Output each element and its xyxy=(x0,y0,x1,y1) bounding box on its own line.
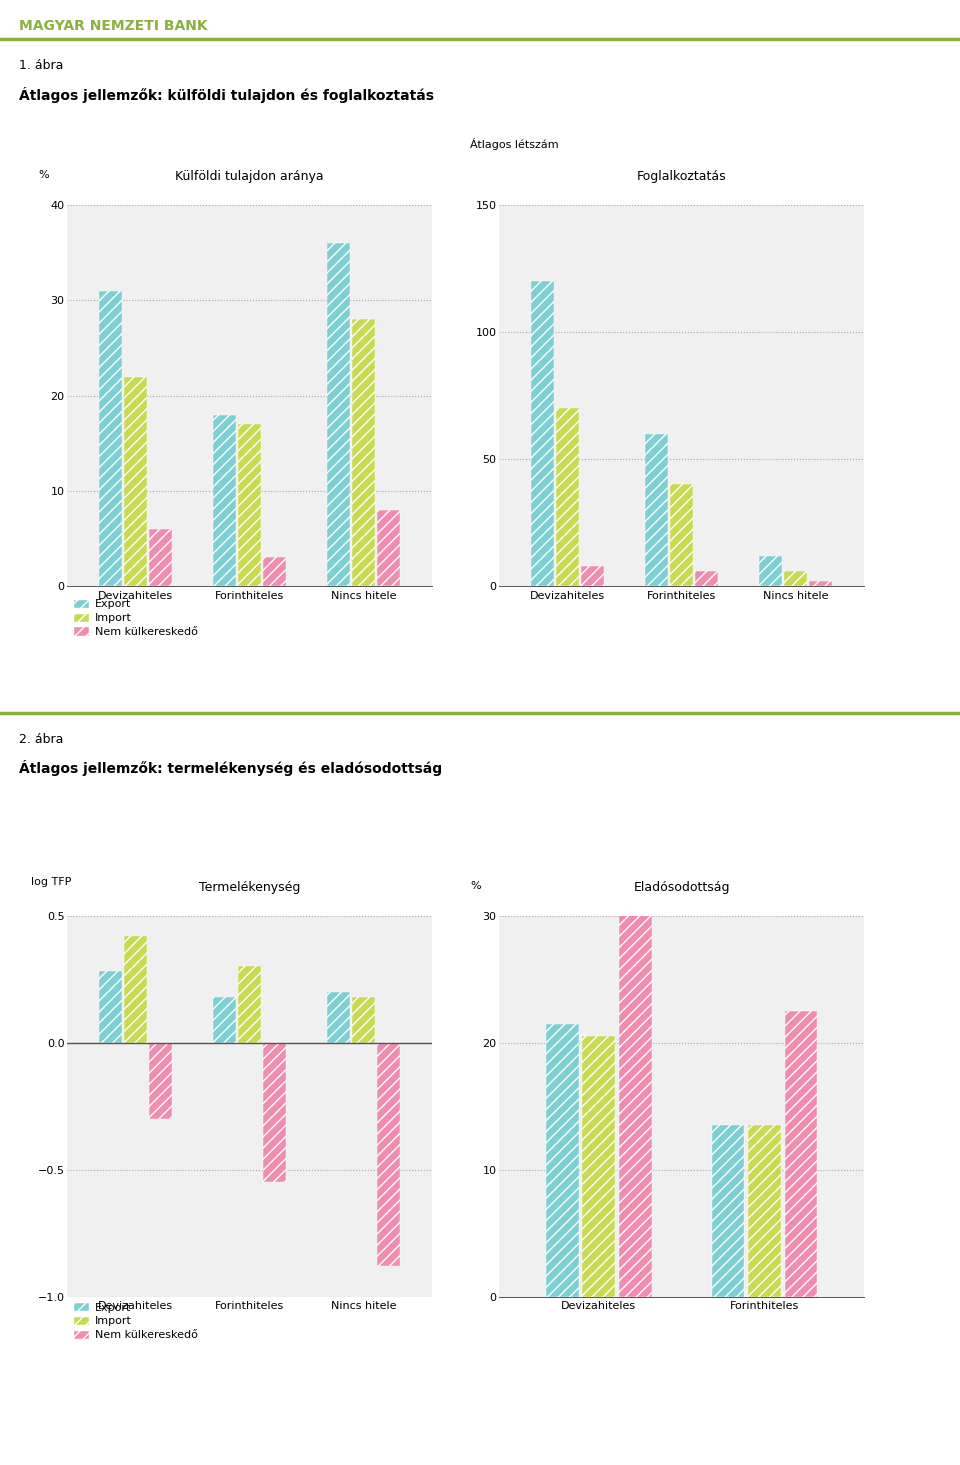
Bar xyxy=(748,1125,780,1297)
Bar xyxy=(213,996,236,1043)
Bar xyxy=(352,319,375,586)
Text: Átlagos létszám: Átlagos létszám xyxy=(470,138,559,149)
Bar xyxy=(556,409,579,586)
Text: %: % xyxy=(470,880,481,891)
Bar xyxy=(784,1011,817,1297)
Bar xyxy=(99,290,122,586)
Text: MAGYAR NEMZETI BANK: MAGYAR NEMZETI BANK xyxy=(19,19,207,32)
Text: %: % xyxy=(38,170,49,180)
Bar xyxy=(531,281,554,586)
Text: Átlagos jellemzők: külföldi tulajdon és foglalkoztatás: Átlagos jellemzők: külföldi tulajdon és … xyxy=(19,86,434,103)
Text: MNB-SZEMLE • 2013. MÁJUS: MNB-SZEMLE • 2013. MÁJUS xyxy=(96,1425,254,1439)
Title: Külföldi tulajdon aránya: Külföldi tulajdon aránya xyxy=(176,170,324,183)
Bar xyxy=(150,1043,172,1119)
Bar xyxy=(263,1043,286,1182)
Bar xyxy=(238,967,261,1043)
Bar xyxy=(238,423,261,586)
Bar xyxy=(670,485,693,586)
Bar xyxy=(759,555,781,586)
Bar xyxy=(124,377,147,586)
Title: Eladósodottság: Eladósodottság xyxy=(634,880,730,894)
Title: Foglalkoztatás: Foglalkoztatás xyxy=(636,170,727,183)
Text: 1. ábra: 1. ábra xyxy=(19,59,63,72)
Bar xyxy=(377,1043,400,1266)
Bar xyxy=(377,510,400,586)
Bar xyxy=(99,971,122,1043)
Bar xyxy=(582,565,604,586)
Text: log TFP: log TFP xyxy=(31,878,71,888)
Bar xyxy=(809,582,832,586)
Text: 2. ábra: 2. ábra xyxy=(19,732,63,746)
Bar xyxy=(327,243,349,586)
Bar xyxy=(263,557,286,586)
Text: Átlagos jellemzők: termelékenység és eladósodottság: Átlagos jellemzők: termelékenység és ela… xyxy=(19,760,443,776)
Bar xyxy=(150,529,172,586)
Bar xyxy=(645,434,668,586)
Bar xyxy=(213,415,236,586)
Text: 14: 14 xyxy=(29,1425,48,1439)
Bar xyxy=(619,902,652,1297)
Bar xyxy=(124,936,147,1043)
Legend: Export, Import, Nem külkereskedő: Export, Import, Nem külkereskedő xyxy=(73,1302,198,1340)
Bar xyxy=(784,571,807,586)
Bar xyxy=(327,992,349,1043)
Bar xyxy=(352,996,375,1043)
Bar xyxy=(711,1125,744,1297)
Legend: Export, Import, Nem külkereskedő: Export, Import, Nem külkereskedő xyxy=(73,599,198,637)
Title: Termelékenység: Termelékenység xyxy=(199,880,300,894)
Bar xyxy=(583,1036,615,1297)
Bar xyxy=(546,1024,579,1297)
Bar xyxy=(695,571,718,586)
